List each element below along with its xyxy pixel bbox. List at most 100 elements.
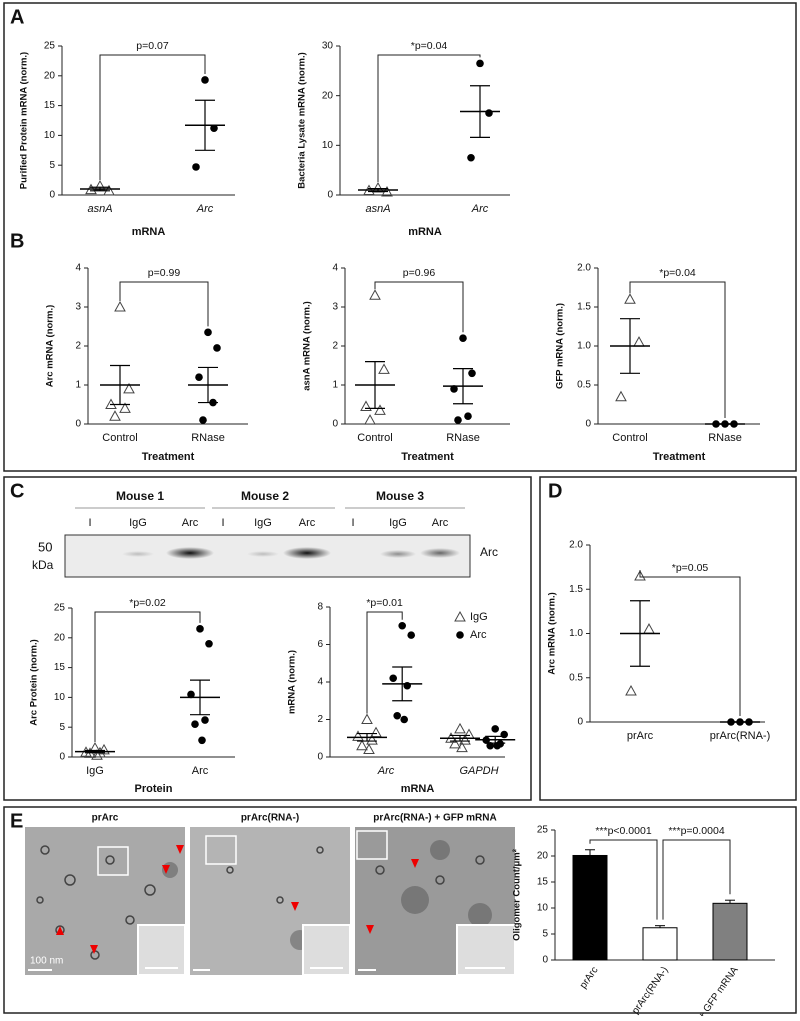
x-tick-label: Arc xyxy=(377,765,395,777)
y-axis-title: asnA mRNA (norm.) xyxy=(302,301,313,391)
p-value: *p=0.05 xyxy=(672,562,709,574)
inset-box xyxy=(97,830,388,876)
y-tick-label: 1.0 xyxy=(577,341,591,352)
y-tick-label: 0 xyxy=(577,717,583,728)
band xyxy=(380,550,416,558)
data-point xyxy=(393,711,402,720)
micrographs: prArc prArc(RNA-) prArc(RNA-) + GFP mRNA… xyxy=(25,813,516,976)
y-tick-label: 1.5 xyxy=(569,584,583,595)
y-tick-label: 2.0 xyxy=(569,540,583,551)
y-axis-title: Bacteria Lysate mRNA (norm.) xyxy=(297,52,308,189)
y-tick-label: 30 xyxy=(322,41,334,52)
data-point xyxy=(485,109,493,117)
data-point xyxy=(119,402,131,413)
y-tick-label: 0.5 xyxy=(569,672,583,683)
data-point xyxy=(400,715,409,724)
y-tick-label: 6 xyxy=(317,639,323,650)
y-tick-label: 20 xyxy=(54,632,66,643)
lane-label: I xyxy=(88,517,91,529)
x-tick-label: RNase xyxy=(708,432,742,444)
data-point xyxy=(454,722,466,734)
x-tick-label: asnA xyxy=(87,203,112,215)
data-point xyxy=(634,569,646,581)
data-point xyxy=(398,621,407,630)
x-tick-label: RNase xyxy=(191,432,225,444)
y-tick-label: 4 xyxy=(317,677,323,688)
x-tick-label: Control xyxy=(357,432,392,444)
x-tick-label: prArc(RNA-) xyxy=(630,965,671,1016)
y-axis-title: Arc Protein (norm.) xyxy=(29,639,40,726)
y-tick-label: 0 xyxy=(75,419,81,430)
y-axis-title: mRNA (norm.) xyxy=(287,650,298,714)
data-point xyxy=(187,690,195,699)
y-tick-label: 20 xyxy=(537,851,549,862)
y-tick-label: 0 xyxy=(49,190,55,201)
y-tick-label: 10 xyxy=(44,130,56,141)
data-point xyxy=(625,684,637,696)
y-tick-label: 1 xyxy=(75,380,81,391)
lane-label: Arc xyxy=(299,517,316,529)
p-value: p=0.96 xyxy=(403,267,436,279)
significance-bracket xyxy=(94,611,201,743)
significance-bracket xyxy=(374,281,464,333)
significance-bracket xyxy=(377,54,481,183)
data-point xyxy=(378,363,390,374)
y-axis-title: Purified Protein mRNA (norm.) xyxy=(19,52,30,189)
y-tick-label: 5 xyxy=(542,929,548,940)
data-point xyxy=(615,390,627,402)
y-tick-label: 15 xyxy=(537,877,549,888)
data-point xyxy=(364,414,376,425)
lane-label: I xyxy=(351,517,354,529)
data-point xyxy=(195,373,203,382)
y-tick-label: 0.5 xyxy=(577,380,591,391)
data-point xyxy=(360,400,372,411)
y-tick-label: 2 xyxy=(75,341,81,352)
data-point xyxy=(467,153,475,162)
y-tick-label: 25 xyxy=(44,41,56,52)
p-value: p=0.99 xyxy=(148,267,181,279)
lane-label: IgG xyxy=(389,517,407,529)
panel-label: A xyxy=(10,6,24,28)
data-point xyxy=(123,382,135,394)
y-tick-label: 2 xyxy=(317,714,323,725)
significance-bracket xyxy=(119,281,209,327)
lane-label: IgG xyxy=(254,517,272,529)
data-point xyxy=(192,163,200,171)
data-point xyxy=(476,59,484,68)
data-point xyxy=(201,76,209,84)
data-point xyxy=(468,369,476,378)
x-tick-label: prArc xyxy=(578,965,601,991)
panel-frame xyxy=(539,476,797,801)
inset xyxy=(137,924,516,976)
legend-label: IgG xyxy=(470,611,488,623)
y-tick-label: 15 xyxy=(44,100,56,111)
y-tick-label: 20 xyxy=(322,90,334,101)
particles xyxy=(36,845,485,960)
arrowhead xyxy=(56,845,419,954)
data-point xyxy=(449,737,461,749)
y-tick-label: 25 xyxy=(54,603,66,614)
y-tick-label: 0 xyxy=(585,419,591,430)
x-axis-title: mRNA xyxy=(408,226,442,238)
data-point xyxy=(356,739,368,751)
x-axis-title: mRNA xyxy=(401,783,435,795)
data-point xyxy=(407,631,416,639)
panel-frame xyxy=(3,2,797,472)
legend-label: Arc xyxy=(470,629,487,641)
data-point xyxy=(493,741,502,750)
data-point xyxy=(403,681,412,690)
data-point xyxy=(114,300,126,312)
y-tick-label: 5 xyxy=(59,722,65,733)
x-axis-title: Treatment xyxy=(142,451,195,463)
x-tick-label: Arc xyxy=(196,203,214,215)
data-point xyxy=(456,741,468,753)
band xyxy=(420,548,460,558)
panel-frame xyxy=(3,476,532,801)
data-point xyxy=(459,334,467,343)
scale-line xyxy=(28,967,505,971)
y-tick-label: 1.5 xyxy=(577,302,591,313)
p-value: *p=0.04 xyxy=(659,267,696,279)
data-point xyxy=(210,124,218,133)
p-value: *p=0.01 xyxy=(366,597,403,609)
data-point xyxy=(201,716,209,724)
